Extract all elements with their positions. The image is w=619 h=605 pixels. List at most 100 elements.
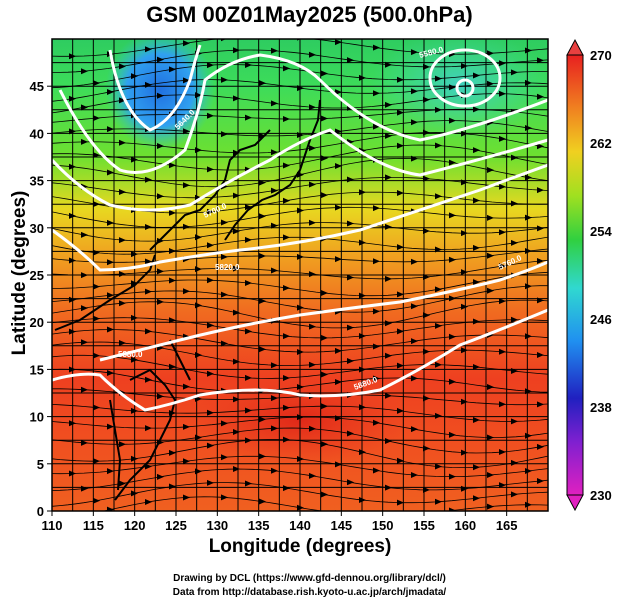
wind-arrow <box>525 79 532 86</box>
wind-arrow <box>107 126 114 133</box>
wind-arrow <box>145 223 152 230</box>
wind-arrow <box>183 128 190 135</box>
wind-arrow <box>259 80 266 87</box>
wind-arrow <box>335 378 342 385</box>
wind-arrow <box>207 409 214 416</box>
wind-arrow <box>107 88 114 95</box>
wind-arrow <box>169 363 176 370</box>
wind-arrow <box>525 501 532 508</box>
wind-arrow <box>283 485 290 492</box>
wind-arrow <box>309 472 316 479</box>
wind-arrow <box>423 395 430 402</box>
wind-arrow <box>435 286 442 293</box>
wind-arrow <box>473 417 480 424</box>
wind-arrow <box>537 401 544 408</box>
wind-arrow <box>487 503 494 510</box>
x-tick-label: 135 <box>248 518 270 533</box>
wind-arrow <box>81 68 88 75</box>
wind-arrow <box>207 166 214 173</box>
wind-arrow <box>145 258 152 265</box>
x-tick-label: 155 <box>413 518 435 533</box>
x-axis-label: Longitude (degrees) <box>208 536 392 557</box>
wind-arrow <box>525 333 532 340</box>
wind-arrow <box>233 265 240 272</box>
wind-arrow <box>157 268 164 275</box>
wind-arrow <box>119 300 126 307</box>
wind-arrow <box>397 244 404 251</box>
wind-arrow <box>487 384 494 391</box>
wind-arrow <box>537 93 544 100</box>
wind-arrow <box>473 318 480 325</box>
x-axis: 110 115 120 125 130 135 140 145 150 155 160 165 <box>42 511 518 533</box>
wind-arrow <box>207 112 214 119</box>
wind-arrow <box>385 174 392 181</box>
wind-arrow <box>335 39 342 46</box>
chart-title: GSM 00Z01May2025 (500.0hPa) <box>146 2 473 27</box>
wind-arrow <box>449 431 456 438</box>
wind-arrow <box>321 371 328 378</box>
credit-data-source: Data from http://database.rish.kyoto-u.a… <box>172 587 447 598</box>
wind-arrow <box>499 229 506 236</box>
wind-arrow <box>373 467 380 474</box>
wind-arrow <box>473 495 480 502</box>
wind-arrow <box>385 275 392 282</box>
wind-arrow <box>411 119 418 126</box>
contour-label: 5880.0 <box>118 350 143 359</box>
x-tick-label: 115 <box>83 518 104 533</box>
wind-arrow <box>335 256 342 263</box>
wind-arrow <box>245 407 252 414</box>
wind-arrow <box>511 316 518 323</box>
wind-arrow <box>335 163 342 170</box>
wind-arrow <box>525 47 532 54</box>
wind-arrow <box>423 348 430 355</box>
wind-arrow <box>271 187 278 194</box>
wind-arrow <box>397 407 404 414</box>
wind-arrow <box>245 114 252 121</box>
wind-arrow <box>373 343 380 350</box>
contour-label: 5820.0 <box>215 263 240 272</box>
colorbar-tick-label: 238 <box>590 400 612 415</box>
wind-arrow <box>321 192 328 199</box>
wind-arrow <box>245 204 252 211</box>
wind-arrow <box>283 333 290 340</box>
wind-arrow <box>411 303 418 310</box>
wind-arrow <box>145 176 152 183</box>
wind-arrow <box>183 423 190 430</box>
wind-arrow <box>93 283 100 290</box>
y-tick-label: 45 <box>30 79 44 94</box>
wind-arrow <box>373 44 380 51</box>
wind-arrow <box>449 117 456 124</box>
colorbar-scale <box>566 54 584 496</box>
wind-arrow <box>511 239 518 246</box>
wind-arrow <box>245 328 252 335</box>
wind-arrow <box>283 65 290 72</box>
wind-arrow <box>157 393 164 400</box>
wind-arrow <box>511 491 518 498</box>
wind-arrow <box>309 425 316 432</box>
wind-arrow <box>435 463 442 470</box>
wind-arrow <box>499 183 506 190</box>
wind-arrow <box>487 471 494 478</box>
wind-arrow <box>107 219 114 226</box>
wind-arrow <box>81 305 88 312</box>
wind-arrow <box>499 60 506 67</box>
wind-arrow <box>183 40 190 47</box>
credit-drawing: Drawing by DCL (https://www.gfd-dennou.o… <box>173 573 446 584</box>
wind-arrow <box>487 287 494 294</box>
wind-arrow <box>119 189 126 196</box>
wind-arrow <box>259 498 266 505</box>
wind-arrow <box>259 346 266 353</box>
wind-arrow <box>411 375 418 382</box>
wind-arrow <box>473 147 480 154</box>
wind-arrow <box>347 57 354 64</box>
wind-arrow <box>81 138 88 145</box>
wind-arrow <box>449 333 456 340</box>
wind-arrow <box>221 420 228 427</box>
wind-arrow <box>309 181 316 188</box>
wind-arrow <box>309 51 316 58</box>
wind-arrow <box>423 227 430 234</box>
wind-arrow <box>183 288 190 295</box>
wind-arrow <box>473 244 480 251</box>
wind-arrow <box>107 506 114 511</box>
